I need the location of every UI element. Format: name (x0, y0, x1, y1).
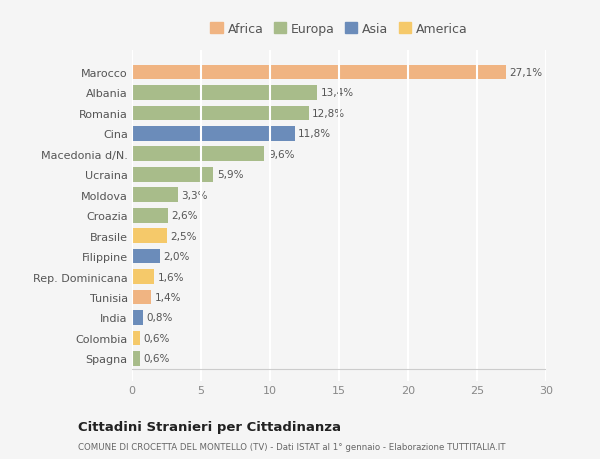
Text: 0,6%: 0,6% (144, 333, 170, 343)
Text: Cittadini Stranieri per Cittadinanza: Cittadini Stranieri per Cittadinanza (78, 420, 341, 433)
Bar (132, 290, 151, 305)
Text: 1,4%: 1,4% (155, 292, 181, 302)
Bar (132, 208, 168, 223)
Bar (132, 147, 265, 162)
Text: 1,6%: 1,6% (158, 272, 184, 282)
Bar (132, 249, 160, 264)
Text: 12,8%: 12,8% (312, 109, 345, 119)
Text: 11,8%: 11,8% (298, 129, 331, 139)
Bar (132, 310, 143, 325)
Text: 0,6%: 0,6% (144, 353, 170, 364)
Text: 27,1%: 27,1% (509, 68, 542, 78)
Text: 13,4%: 13,4% (320, 88, 353, 98)
Bar (132, 168, 214, 182)
Bar (132, 351, 140, 366)
Bar (132, 188, 178, 203)
Text: 5,9%: 5,9% (217, 170, 244, 180)
Bar (132, 86, 317, 101)
Bar (132, 127, 295, 141)
Bar (132, 229, 167, 243)
Bar (132, 66, 506, 80)
Text: 2,5%: 2,5% (170, 231, 196, 241)
Text: 9,6%: 9,6% (268, 150, 295, 159)
Text: 0,8%: 0,8% (146, 313, 173, 323)
Text: COMUNE DI CROCETTA DEL MONTELLO (TV) - Dati ISTAT al 1° gennaio - Elaborazione T: COMUNE DI CROCETTA DEL MONTELLO (TV) - D… (78, 442, 505, 451)
Bar (132, 106, 308, 121)
Bar (132, 331, 140, 346)
Bar (132, 269, 154, 284)
Text: 2,0%: 2,0% (163, 252, 190, 262)
Text: 2,6%: 2,6% (172, 211, 198, 221)
Text: 3,3%: 3,3% (181, 190, 208, 200)
Legend: Africa, Europa, Asia, America: Africa, Europa, Asia, America (208, 20, 470, 39)
